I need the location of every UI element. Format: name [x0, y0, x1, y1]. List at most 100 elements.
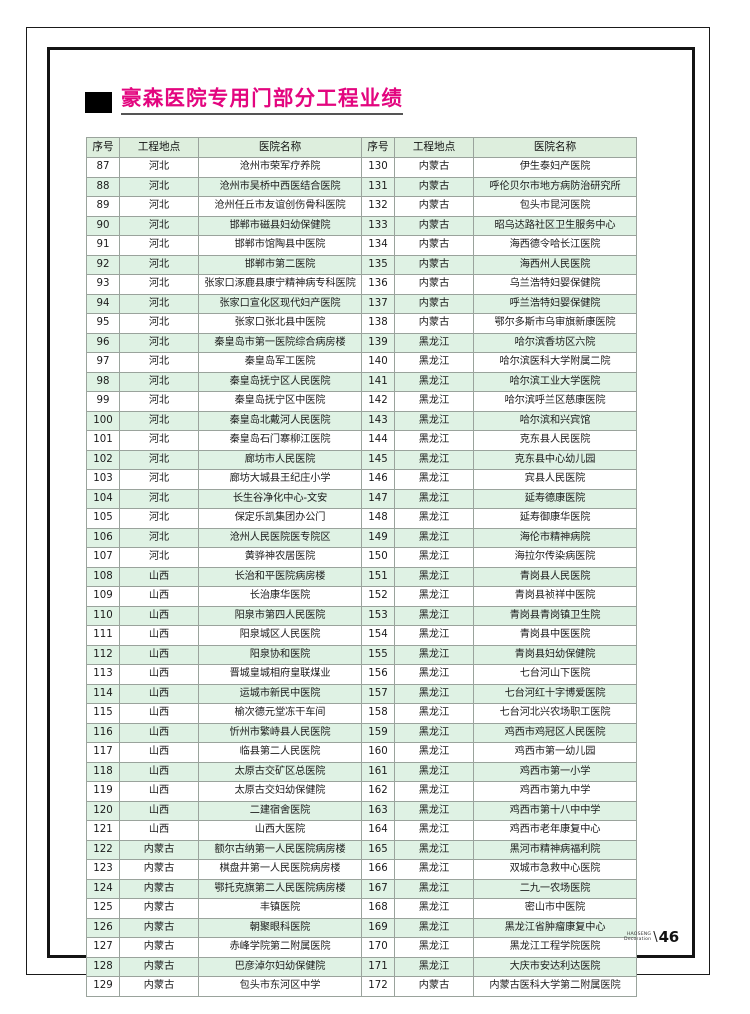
- cell-location-right: 黑龙江: [394, 332, 474, 353]
- cell-hospital-left: 棋盘井第一人民医院病房楼: [198, 859, 362, 880]
- cell-no-right: 157: [361, 683, 395, 704]
- cell-location-left: 河北: [119, 352, 199, 373]
- cell-no-right: 141: [361, 371, 395, 392]
- cell-no-left: 121: [86, 820, 120, 841]
- cell-hospital-left: 沧州市荣军疗养院: [198, 157, 362, 178]
- cell-location-left: 山西: [119, 703, 199, 724]
- cell-location-left: 山西: [119, 761, 199, 782]
- cell-location-right: 黑龙江: [394, 742, 474, 763]
- cell-no-right: 132: [361, 196, 395, 217]
- cell-no-right: 164: [361, 820, 395, 841]
- table-header-row: 序号 工程地点 医院名称 序号 工程地点 医院名称: [86, 137, 637, 158]
- cell-location-right: 内蒙古: [394, 196, 474, 217]
- cell-no-left: 117: [86, 742, 120, 763]
- cell-hospital-right: 青岗县祯祥中医院: [473, 586, 637, 607]
- cell-hospital-left: 秦皇岛抚宁区中医院: [198, 391, 362, 412]
- cell-hospital-left: 秦皇岛抚宁区人民医院: [198, 371, 362, 392]
- cell-location-left: 内蒙古: [119, 917, 199, 938]
- cell-location-left: 山西: [119, 605, 199, 626]
- cell-hospital-right: 大庆市安达利达医院: [473, 956, 637, 977]
- cell-location-left: 河北: [119, 196, 199, 217]
- column-header-hospital-left: 医院名称: [198, 137, 362, 158]
- cell-hospital-right: 青岗县妇幼保健院: [473, 644, 637, 665]
- cell-hospital-right: 包头市昆河医院: [473, 196, 637, 217]
- cell-hospital-right: 海伦市精神病院: [473, 527, 637, 548]
- cell-location-left: 河北: [119, 488, 199, 509]
- cell-location-left: 河北: [119, 391, 199, 412]
- cell-hospital-right: 海拉尔传染病医院: [473, 547, 637, 568]
- table-row: 111 山西 阳泉城区人民医院 154 黑龙江 青岗县中医医院: [86, 625, 637, 646]
- cell-hospital-left: 秦皇岛市第一医院综合病房楼: [198, 332, 362, 353]
- cell-hospital-right: 鸡西市第一幼儿园: [473, 742, 637, 763]
- cell-location-left: 河北: [119, 508, 199, 529]
- cell-location-left: 河北: [119, 215, 199, 236]
- cell-no-right: 172: [361, 976, 395, 997]
- cell-location-right: 黑龙江: [394, 800, 474, 821]
- cell-no-left: 119: [86, 781, 120, 802]
- cell-no-right: 153: [361, 605, 395, 626]
- cell-hospital-right: 哈尔滨香坊区六院: [473, 332, 637, 353]
- cell-hospital-right: 密山市中医院: [473, 898, 637, 919]
- cell-hospital-right: 青岗县青岗镇卫生院: [473, 605, 637, 626]
- cell-no-right: 135: [361, 254, 395, 275]
- cell-location-right: 黑龙江: [394, 683, 474, 704]
- cell-location-left: 河北: [119, 274, 199, 295]
- cell-location-right: 黑龙江: [394, 391, 474, 412]
- table-row: 93 河北 张家口涿鹿县康宁精神病专科医院 136 内蒙古 乌兰浩特妇婴保健院: [86, 274, 637, 295]
- table-row: 112 山西 阳泉协和医院 155 黑龙江 青岗县妇幼保健院: [86, 644, 637, 665]
- cell-location-left: 山西: [119, 820, 199, 841]
- table-row: 102 河北 廊坊市人民医院 145 黑龙江 克东县中心幼儿园: [86, 449, 637, 470]
- footer-slash-icon: \: [653, 930, 658, 945]
- table-row: 92 河北 邯郸市第二医院 135 内蒙古 海西州人民医院: [86, 254, 637, 275]
- cell-hospital-left: 沧州市吴桥中西医结合医院: [198, 176, 362, 197]
- cell-location-right: 黑龙江: [394, 956, 474, 977]
- cell-location-right: 黑龙江: [394, 878, 474, 899]
- cell-hospital-right: 伊生泰妇产医院: [473, 157, 637, 178]
- cell-location-right: 内蒙古: [394, 157, 474, 178]
- cell-no-left: 95: [86, 313, 120, 334]
- cell-no-left: 114: [86, 683, 120, 704]
- cell-location-right: 黑龙江: [394, 430, 474, 451]
- cell-location-left: 内蒙古: [119, 976, 199, 997]
- table-row: 99 河北 秦皇岛抚宁区中医院 142 黑龙江 哈尔滨呼兰区慈康医院: [86, 391, 637, 412]
- cell-no-right: 170: [361, 937, 395, 958]
- cell-hospital-left: 晋城皇城相府皇联煤业: [198, 664, 362, 685]
- cell-no-right: 160: [361, 742, 395, 763]
- cell-location-right: 黑龙江: [394, 566, 474, 587]
- cell-hospital-left: 丰镇医院: [198, 898, 362, 919]
- cell-hospital-right: 青岗县人民医院: [473, 566, 637, 587]
- footer-brand: HAOSENG Decoration: [624, 933, 651, 945]
- cell-no-left: 92: [86, 254, 120, 275]
- cell-no-right: 162: [361, 781, 395, 802]
- table-row: 128 内蒙古 巴彦淖尔妇幼保健院 171 黑龙江 大庆市安达利达医院: [86, 956, 637, 977]
- cell-hospital-left: 张家口张北县中医院: [198, 313, 362, 334]
- cell-no-left: 118: [86, 761, 120, 782]
- cell-location-left: 河北: [119, 449, 199, 470]
- cell-hospital-right: 呼兰浩特妇婴保健院: [473, 293, 637, 314]
- cell-location-left: 山西: [119, 664, 199, 685]
- page-number: 46: [658, 928, 680, 946]
- cell-location-right: 内蒙古: [394, 254, 474, 275]
- cell-hospital-left: 廊坊市人民医院: [198, 449, 362, 470]
- cell-location-left: 河北: [119, 430, 199, 451]
- cell-no-left: 107: [86, 547, 120, 568]
- column-header-no-left: 序号: [86, 137, 120, 158]
- cell-no-left: 128: [86, 956, 120, 977]
- table-row: 122 内蒙古 额尔古纳第一人民医院病房楼 165 黑龙江 黑河市精神病福利院: [86, 839, 637, 860]
- cell-hospital-right: 鸡西市老年康复中心: [473, 820, 637, 841]
- table-row: 117 山西 临县第二人民医院 160 黑龙江 鸡西市第一幼儿园: [86, 742, 637, 763]
- footer-brand-line1: HAOSENG: [626, 932, 652, 938]
- table-row: 114 山西 运城市新民中医院 157 黑龙江 七台河红十字博爱医院: [86, 683, 637, 704]
- cell-hospital-right: 七台河红十字博爱医院: [473, 683, 637, 704]
- cell-location-right: 内蒙古: [394, 293, 474, 314]
- cell-location-left: 内蒙古: [119, 898, 199, 919]
- cell-location-left: 山西: [119, 566, 199, 587]
- cell-no-left: 90: [86, 215, 120, 236]
- cell-no-left: 112: [86, 644, 120, 665]
- cell-location-left: 河北: [119, 235, 199, 256]
- cell-no-right: 138: [361, 313, 395, 334]
- cell-hospital-right: 鸡西市第十八中中学: [473, 800, 637, 821]
- cell-no-right: 155: [361, 644, 395, 665]
- table-row: 90 河北 邯郸市磁县妇幼保健院 133 内蒙古 昭乌达路社区卫生服务中心: [86, 215, 637, 236]
- cell-location-left: 内蒙古: [119, 839, 199, 860]
